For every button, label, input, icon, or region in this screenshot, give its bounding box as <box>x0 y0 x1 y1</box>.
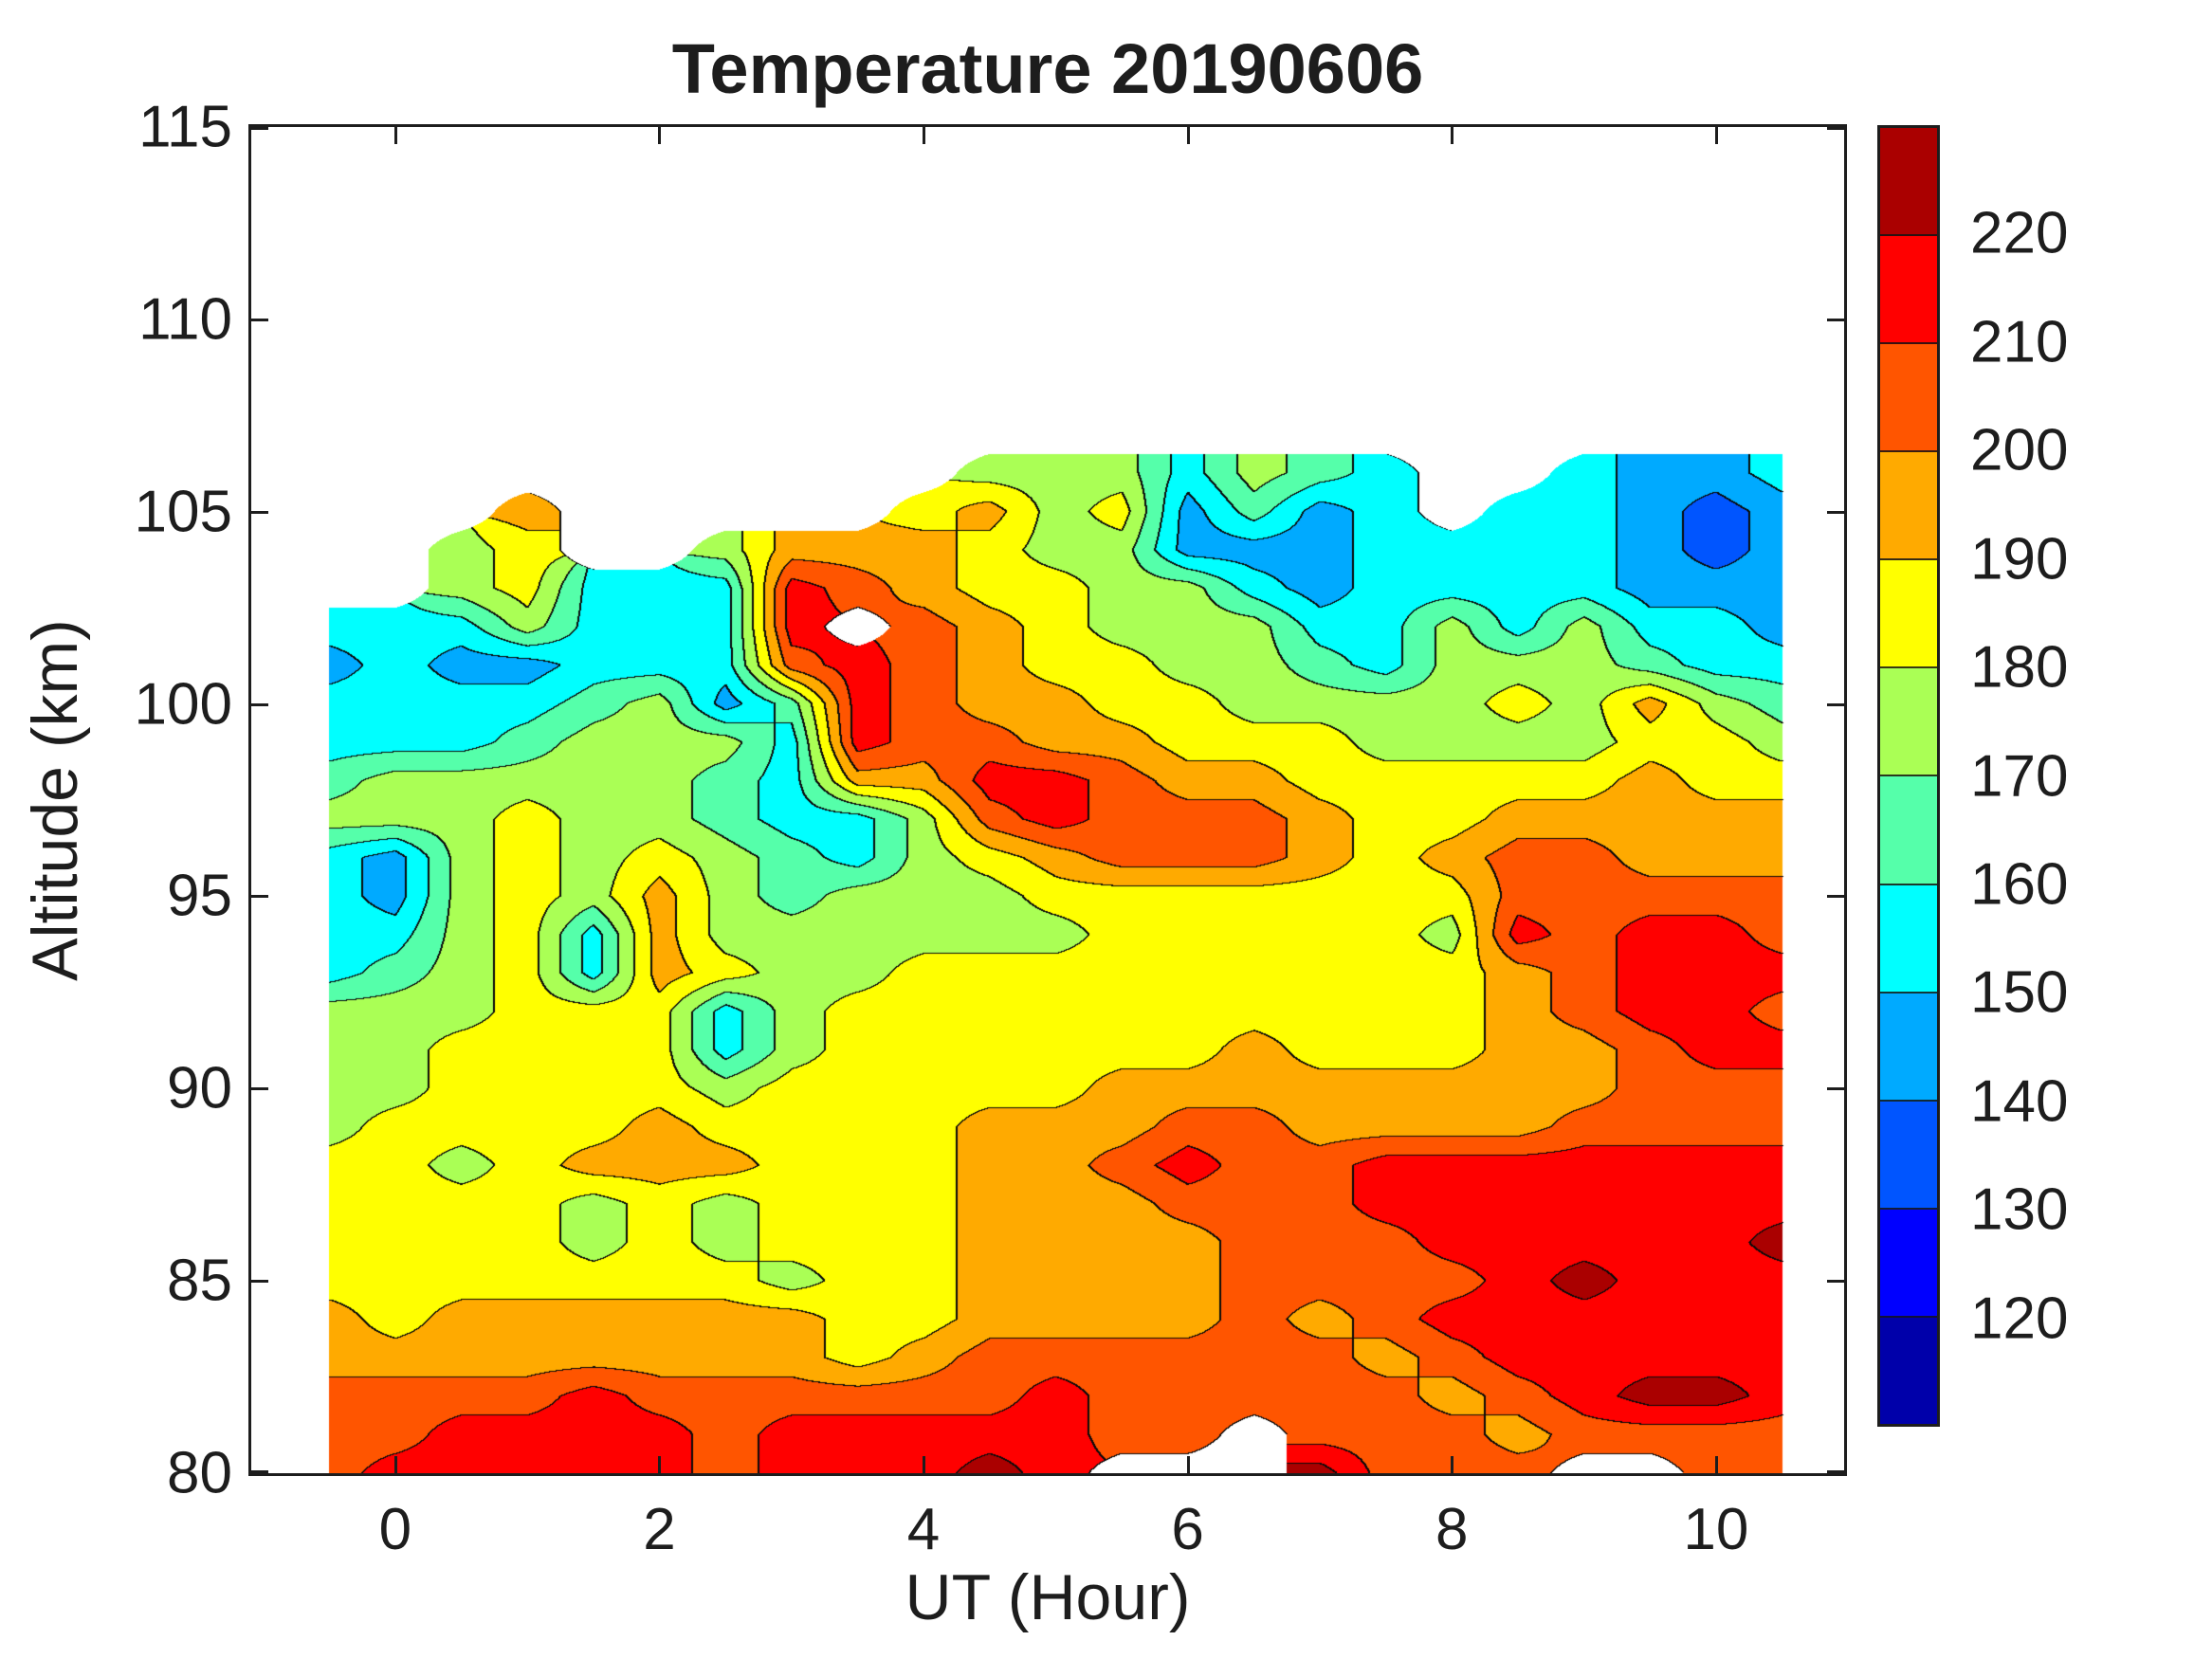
y-tick-mark <box>251 1280 268 1283</box>
plot-title: Temperature 20190606 <box>671 29 1424 108</box>
y-tick-mark <box>251 127 268 130</box>
x-tick-mark <box>1451 1456 1453 1473</box>
colorbar-band <box>1880 884 1937 994</box>
y-tick-label: 95 <box>167 863 232 929</box>
y-tick-mark <box>251 511 268 514</box>
contour-plot-canvas <box>251 127 1844 1473</box>
colorbar-band <box>1880 1209 1937 1318</box>
colorbar-tick-label: 150 <box>1970 959 2069 1026</box>
colorbar-tick-label: 170 <box>1970 743 2069 809</box>
colorbar-tick-label: 210 <box>1970 309 2069 375</box>
y-tick-mark-right <box>1827 1470 1844 1473</box>
x-axis-label: UT (Hour) <box>905 1561 1191 1633</box>
x-tick-label: 4 <box>906 1497 941 1562</box>
x-tick-label: 8 <box>1435 1497 1469 1562</box>
y-tick-label: 115 <box>138 94 232 160</box>
colorbar-tick-label: 220 <box>1970 200 2069 266</box>
y-axis-label: Altitude (km) <box>19 619 91 981</box>
x-tick-mark <box>394 1456 397 1473</box>
y-tick-mark <box>251 1470 268 1473</box>
colorbar-band <box>1880 560 1937 669</box>
colorbar-tick-label: 180 <box>1970 634 2069 701</box>
y-tick-mark <box>251 703 268 706</box>
y-tick-mark-right <box>1827 511 1844 514</box>
y-tick-mark-right <box>1827 1087 1844 1090</box>
y-tick-mark <box>251 895 268 898</box>
colorbar <box>1877 125 1940 1427</box>
colorbar-band <box>1880 1317 1937 1424</box>
x-tick-label: 10 <box>1683 1497 1749 1562</box>
y-tick-mark <box>251 319 268 321</box>
y-tick-label: 105 <box>134 479 232 545</box>
y-tick-mark-right <box>1827 319 1844 321</box>
x-tick-mark-top <box>1187 127 1190 144</box>
x-tick-mark <box>923 1456 925 1473</box>
colorbar-band <box>1880 993 1937 1102</box>
x-tick-mark <box>658 1456 661 1473</box>
colorbar-tick-label: 120 <box>1970 1285 2069 1352</box>
colorbar-band <box>1880 668 1937 777</box>
x-tick-mark <box>1187 1456 1190 1473</box>
colorbar-band <box>1880 344 1937 453</box>
x-tick-label: 6 <box>1171 1497 1204 1562</box>
colorbar-tick-label: 200 <box>1970 417 2069 483</box>
colorbar-tick-label: 190 <box>1970 526 2069 592</box>
y-tick-label: 100 <box>134 671 232 738</box>
x-tick-mark-top <box>1715 127 1718 144</box>
x-tick-label: 2 <box>643 1497 676 1562</box>
y-tick-label: 80 <box>167 1440 232 1506</box>
colorbar-band <box>1880 1101 1937 1210</box>
colorbar-band <box>1880 452 1937 561</box>
colorbar-tick-label: 140 <box>1970 1068 2069 1135</box>
y-tick-mark <box>251 1087 268 1090</box>
x-tick-mark-top <box>394 127 397 144</box>
colorbar-band <box>1880 236 1937 345</box>
colorbar-band <box>1880 128 1937 237</box>
x-tick-label: 0 <box>378 1497 412 1562</box>
y-tick-mark-right <box>1827 1280 1844 1283</box>
y-tick-label: 90 <box>167 1055 232 1121</box>
x-tick-mark-top <box>658 127 661 144</box>
y-tick-label: 110 <box>138 286 232 353</box>
plot-area <box>248 124 1847 1476</box>
y-tick-label: 85 <box>167 1248 232 1314</box>
y-tick-mark-right <box>1827 895 1844 898</box>
colorbar-tick-label: 160 <box>1970 851 2069 918</box>
x-tick-mark-top <box>1451 127 1453 144</box>
x-tick-mark <box>1715 1456 1718 1473</box>
y-tick-mark-right <box>1827 703 1844 706</box>
x-tick-mark-top <box>923 127 925 144</box>
y-tick-mark-right <box>1827 127 1844 130</box>
colorbar-band <box>1880 776 1937 885</box>
colorbar-tick-label: 130 <box>1970 1176 2069 1243</box>
